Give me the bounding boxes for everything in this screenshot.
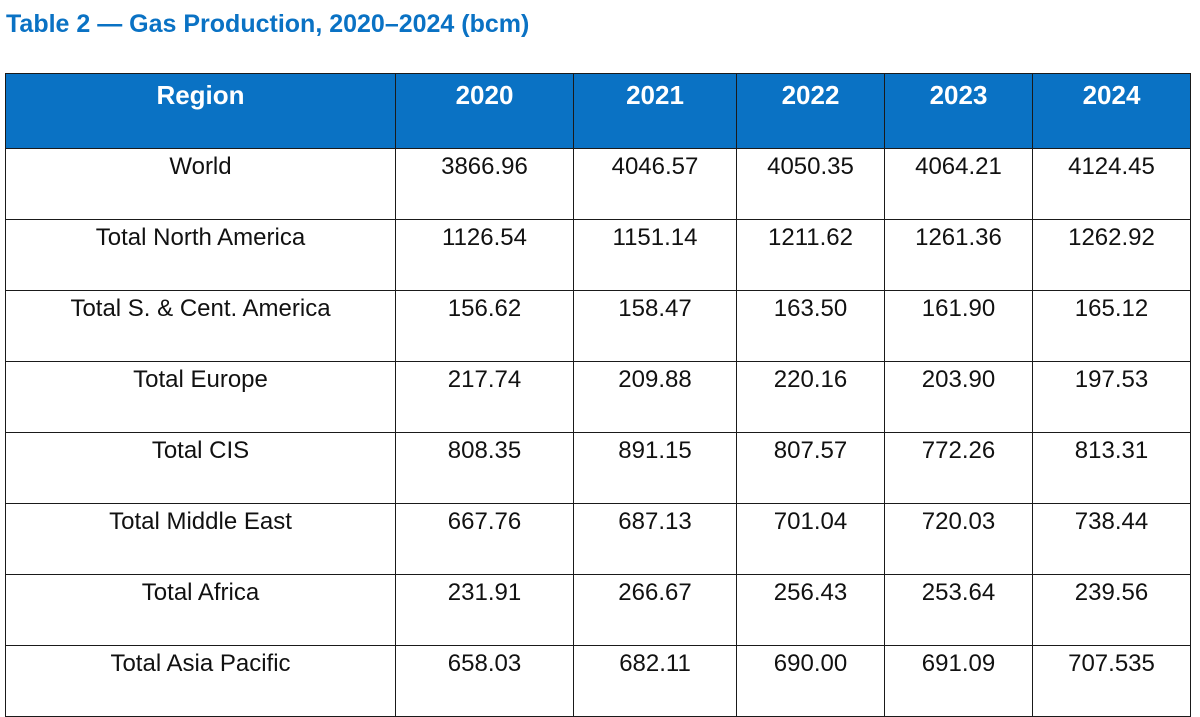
- value-cell: 4064.21: [884, 148, 1033, 220]
- region-cell: World: [5, 148, 396, 220]
- value-cell: 690.00: [736, 645, 885, 717]
- gas-production-table: Region 2020 2021 2022 2023 2024 World 38…: [5, 73, 1191, 717]
- value-cell: 4050.35: [736, 148, 885, 220]
- value-cell: 1126.54: [395, 219, 574, 291]
- table-row: Total S. & Cent. America 156.62 158.47 1…: [5, 290, 1191, 362]
- table-row: Total Africa 231.91 266.67 256.43 253.64…: [5, 574, 1191, 646]
- table-row: Total Asia Pacific 658.03 682.11 690.00 …: [5, 645, 1191, 717]
- value-cell: 231.91: [395, 574, 574, 646]
- value-cell: 720.03: [884, 503, 1033, 575]
- value-cell: 658.03: [395, 645, 574, 717]
- value-cell: 156.62: [395, 290, 574, 362]
- value-cell: 682.11: [573, 645, 737, 717]
- region-cell: Total North America: [5, 219, 396, 291]
- value-cell: 772.26: [884, 432, 1033, 504]
- value-cell: 203.90: [884, 361, 1033, 433]
- column-header: 2020: [395, 73, 574, 149]
- value-cell: 1211.62: [736, 219, 885, 291]
- value-cell: 891.15: [573, 432, 737, 504]
- table-row: Total Europe 217.74 209.88 220.16 203.90…: [5, 361, 1191, 433]
- value-cell: 4124.45: [1032, 148, 1191, 220]
- region-cell: Total Europe: [5, 361, 396, 433]
- value-cell: 239.56: [1032, 574, 1191, 646]
- column-header: 2021: [573, 73, 737, 149]
- value-cell: 253.64: [884, 574, 1033, 646]
- value-cell: 3866.96: [395, 148, 574, 220]
- region-cell: Total CIS: [5, 432, 396, 504]
- value-cell: 687.13: [573, 503, 737, 575]
- value-cell: 1151.14: [573, 219, 737, 291]
- value-cell: 691.09: [884, 645, 1033, 717]
- table-row: Total Middle East 667.76 687.13 701.04 7…: [5, 503, 1191, 575]
- value-cell: 209.88: [573, 361, 737, 433]
- value-cell: 1261.36: [884, 219, 1033, 291]
- value-cell: 738.44: [1032, 503, 1191, 575]
- value-cell: 217.74: [395, 361, 574, 433]
- table-row: Total North America 1126.54 1151.14 1211…: [5, 219, 1191, 291]
- region-cell: Total Asia Pacific: [5, 645, 396, 717]
- region-cell: Total Middle East: [5, 503, 396, 575]
- value-cell: 1262.92: [1032, 219, 1191, 291]
- value-cell: 163.50: [736, 290, 885, 362]
- table-header-row: Region 2020 2021 2022 2023 2024: [5, 73, 1191, 149]
- table-row: Total CIS 808.35 891.15 807.57 772.26 81…: [5, 432, 1191, 504]
- value-cell: 256.43: [736, 574, 885, 646]
- value-cell: 158.47: [573, 290, 737, 362]
- region-cell: Total Africa: [5, 574, 396, 646]
- column-header: 2022: [736, 73, 885, 149]
- value-cell: 165.12: [1032, 290, 1191, 362]
- value-cell: 667.76: [395, 503, 574, 575]
- region-cell: Total S. & Cent. America: [5, 290, 396, 362]
- value-cell: 813.31: [1032, 432, 1191, 504]
- value-cell: 807.57: [736, 432, 885, 504]
- value-cell: 701.04: [736, 503, 885, 575]
- column-header: 2024: [1032, 73, 1191, 149]
- column-header: 2023: [884, 73, 1033, 149]
- table-row: World 3866.96 4046.57 4050.35 4064.21 41…: [5, 148, 1191, 220]
- column-header: Region: [5, 73, 396, 149]
- table-title: Table 2 — Gas Production, 2020–2024 (bcm…: [6, 10, 530, 38]
- value-cell: 4046.57: [573, 148, 737, 220]
- value-cell: 808.35: [395, 432, 574, 504]
- value-cell: 266.67: [573, 574, 737, 646]
- value-cell: 197.53: [1032, 361, 1191, 433]
- value-cell: 707.535: [1032, 645, 1191, 717]
- value-cell: 220.16: [736, 361, 885, 433]
- value-cell: 161.90: [884, 290, 1033, 362]
